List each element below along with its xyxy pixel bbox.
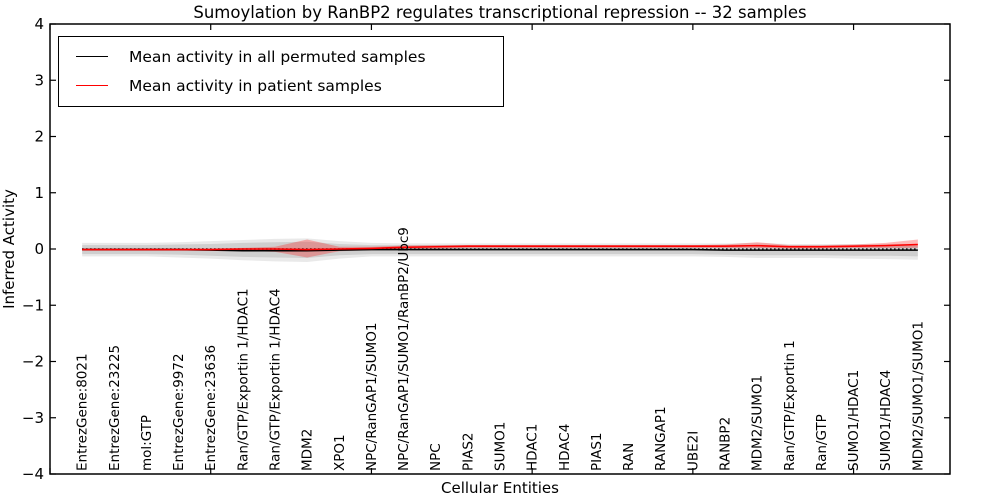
category-label: Ran/GTP/Exportin 1/HDAC1 — [235, 288, 251, 471]
category-label: MDM2/SUMO1/SUMO1 — [910, 321, 926, 471]
category-label: NPC/RanGAP1/SUMO1 — [364, 323, 380, 471]
category-label: NPC — [428, 443, 444, 471]
patient-spread-band — [82, 239, 918, 258]
category-label: RANGAP1 — [653, 406, 669, 471]
y-tick-label: 0 — [34, 240, 44, 258]
category-label: EntrezGene:9972 — [171, 353, 187, 471]
legend-label-patient: Mean activity in patient samples — [129, 76, 382, 95]
category-label: UBE2I — [685, 431, 701, 471]
y-tick-label: −1 — [22, 296, 44, 314]
legend: Mean activity in all permuted samples Me… — [58, 36, 504, 107]
y-tick-label: −3 — [22, 409, 44, 427]
category-label: XPO1 — [332, 434, 348, 471]
category-label: NPC/RanGAP1/SUMO1/RanBP2/Ubc9 — [396, 227, 412, 471]
permuted-line-swatch — [76, 56, 108, 57]
y-axis-title: Inferred Activity — [0, 189, 18, 309]
y-tick-label: 3 — [34, 71, 44, 89]
category-label: MDM2 — [300, 429, 316, 471]
category-label: SUMO1/HDAC4 — [878, 370, 894, 471]
category-label: PIAS2 — [460, 432, 476, 471]
category-label: PIAS1 — [589, 432, 605, 471]
x-axis-title: Cellular Entities — [441, 479, 559, 497]
patient-line-swatch — [76, 85, 108, 86]
category-label: EntrezGene:8021 — [75, 353, 91, 471]
category-label: Ran/GTP — [814, 414, 830, 471]
category-label: MDM2/SUMO1 — [750, 375, 766, 471]
y-tick-label: 1 — [34, 184, 44, 202]
category-label: SUMO1/HDAC1 — [846, 370, 862, 471]
category-label: RAN — [621, 443, 637, 471]
patient-mean-line — [82, 243, 918, 251]
category-label: Ran/GTP/Exportin 1 — [782, 340, 798, 471]
category-label: SUMO1 — [493, 422, 509, 471]
category-label: EntrezGene:23636 — [203, 345, 219, 471]
category-label: HDAC4 — [557, 424, 573, 471]
category-label: EntrezGene:23225 — [107, 345, 123, 471]
y-tick-label: −2 — [22, 353, 44, 371]
category-label: RANBP2 — [718, 417, 734, 471]
category-label: HDAC1 — [525, 424, 541, 471]
legend-entry-patient: Mean activity in patient samples — [59, 71, 503, 100]
legend-label-permuted: Mean activity in all permuted samples — [129, 47, 426, 66]
category-label: mol:GTP — [139, 415, 155, 471]
y-tick-label: 4 — [34, 15, 44, 33]
chart-title: Sumoylation by RanBP2 regulates transcri… — [193, 3, 807, 22]
legend-entry-permuted: Mean activity in all permuted samples — [59, 42, 503, 71]
category-label: Ran/GTP/Exportin 1/HDAC4 — [268, 288, 284, 471]
y-tick-label: 2 — [34, 128, 44, 146]
y-tick-label: −4 — [22, 465, 44, 483]
permuted-mean-line — [82, 248, 918, 252]
